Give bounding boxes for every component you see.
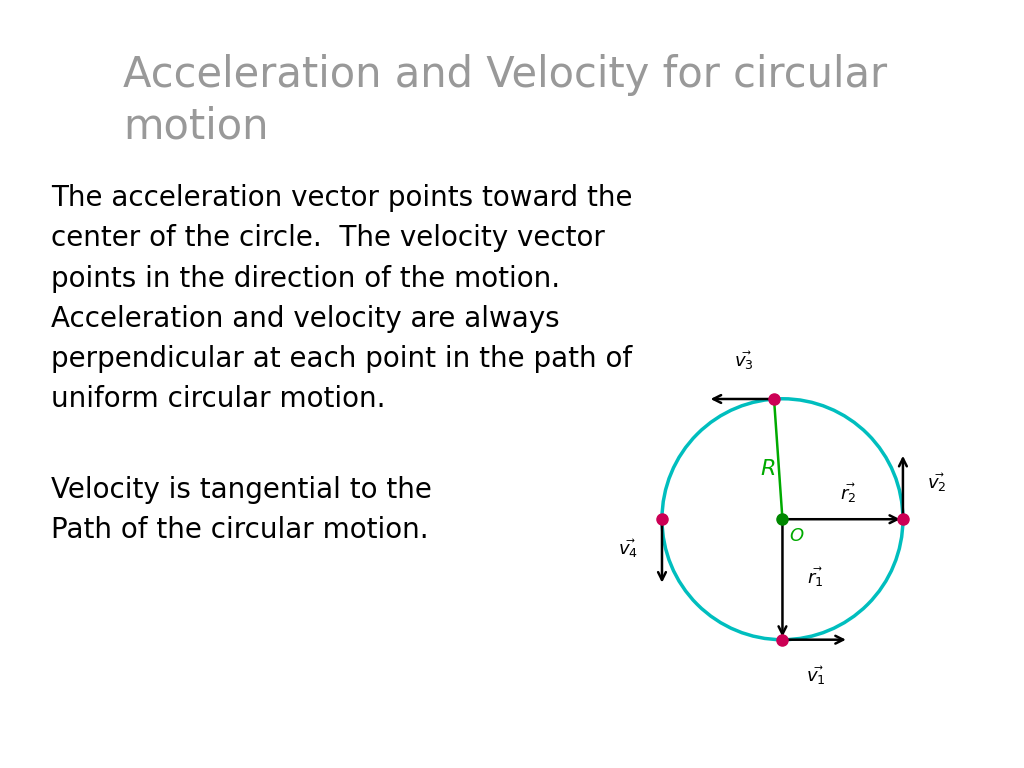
Text: $\vec{v_1}$: $\vec{v_1}$	[806, 664, 825, 687]
Text: $\vec{r_2}$: $\vec{r_2}$	[841, 481, 856, 505]
Text: Acceleration and Velocity for circular
motion: Acceleration and Velocity for circular m…	[123, 54, 887, 147]
Text: $\mathit{R}$: $\mathit{R}$	[761, 458, 775, 478]
Text: $\vec{r_1}$: $\vec{r_1}$	[807, 565, 823, 589]
Text: $\vec{v_4}$: $\vec{v_4}$	[617, 538, 638, 561]
Text: $\vec{v_2}$: $\vec{v_2}$	[927, 472, 946, 495]
Text: Velocity is tangential to the
Path of the circular motion.: Velocity is tangential to the Path of th…	[51, 476, 432, 545]
Text: The acceleration vector points toward the
center of the circle.  The velocity ve: The acceleration vector points toward th…	[51, 184, 633, 413]
Text: $\vec{v_3}$: $\vec{v_3}$	[734, 349, 754, 372]
Text: $O$: $O$	[790, 527, 805, 545]
